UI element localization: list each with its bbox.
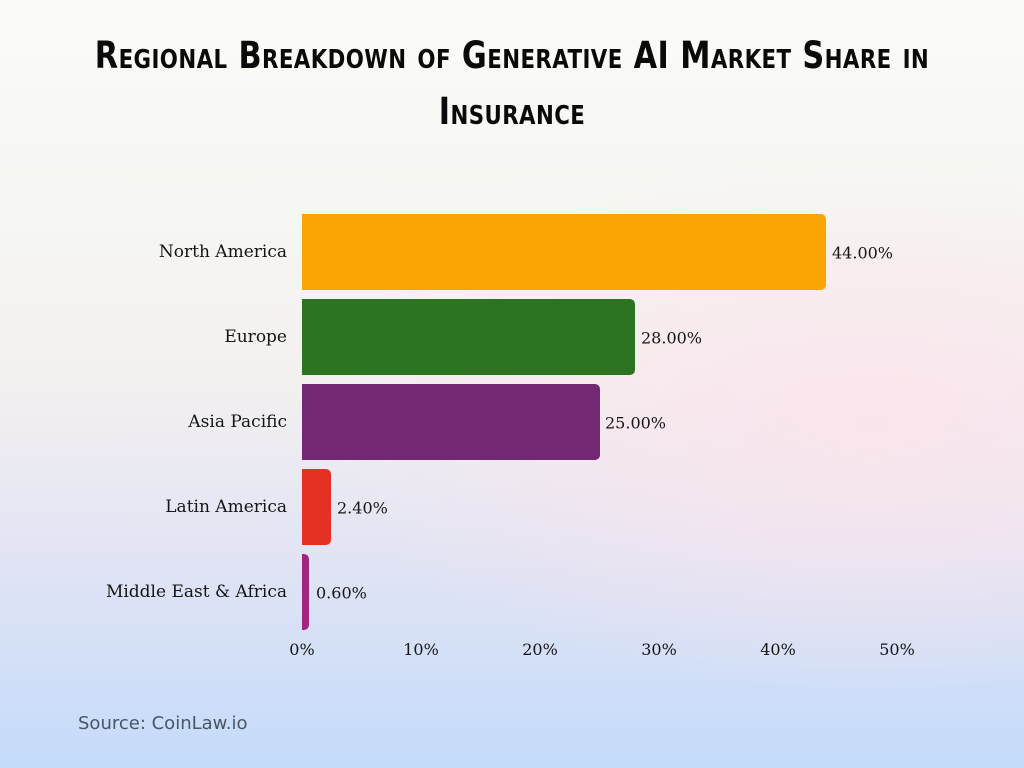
bar-value-label: 0.60%: [316, 583, 367, 603]
bar-middle-east-africa: [302, 554, 309, 630]
source-credit: Source: CoinLaw.io: [78, 713, 248, 734]
bar-value-label: 25.00%: [605, 413, 667, 433]
x-tick-label: 50%: [879, 640, 915, 659]
x-tick-label: 0%: [289, 640, 315, 659]
bar-value-label: 28.00%: [641, 328, 703, 348]
x-tick-label: 30%: [641, 640, 677, 659]
bar-value-label: 44.00%: [832, 243, 894, 263]
category-label: Latin America: [165, 497, 287, 517]
bar-latin-america: [302, 469, 331, 545]
category-label: Asia Pacific: [188, 412, 287, 432]
chart-title: Regional Breakdown of Generative AI Mark…: [94, 34, 930, 133]
bar-north-america: [302, 214, 826, 290]
bar-value-label: 2.40%: [337, 498, 388, 518]
category-label: North America: [158, 242, 287, 262]
category-label: Europe: [224, 327, 287, 347]
bar-europe: [302, 299, 635, 375]
category-label: Middle East & Africa: [105, 582, 287, 602]
x-tick-label: 40%: [760, 640, 796, 659]
x-tick-label: 10%: [403, 640, 439, 659]
x-tick-label: 20%: [522, 640, 558, 659]
bar-asia-pacific: [302, 384, 600, 460]
